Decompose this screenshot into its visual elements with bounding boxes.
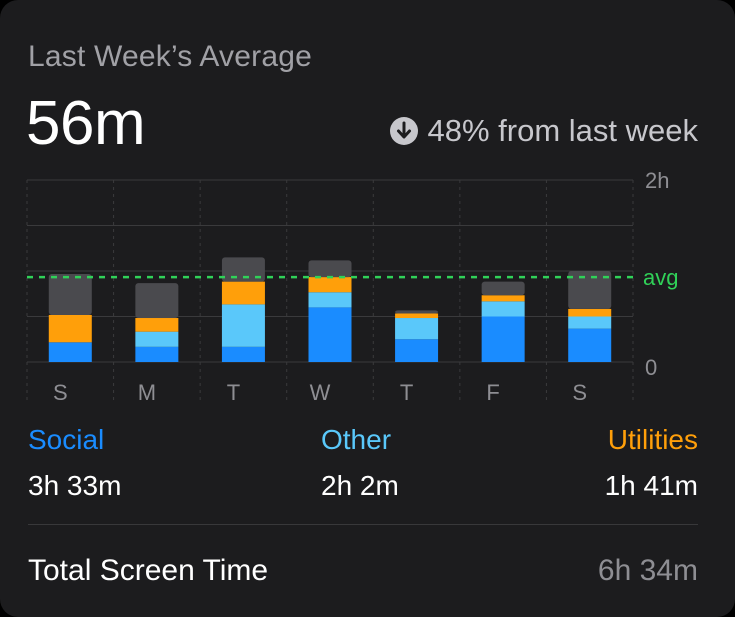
bar-segment-utilities <box>135 318 179 332</box>
legend-other-label: Other <box>321 424 392 455</box>
bar-segment-other <box>568 316 612 329</box>
bar-segment-other <box>221 304 265 347</box>
day-label: F <box>486 380 499 405</box>
change-indicator: 48% from last week <box>389 113 699 149</box>
bar-segment-other <box>481 301 525 317</box>
legend-social: Social 3h 33m <box>28 424 121 502</box>
bar-segment-social <box>481 316 525 362</box>
bar-segment-uncategorized <box>395 310 439 314</box>
bar-segment-uncategorized <box>481 281 525 296</box>
bar-segment-social <box>221 346 265 362</box>
y-tick-label-0: 0 <box>645 355 657 380</box>
bar-segment-uncategorized <box>221 257 265 282</box>
bar-segment-other <box>395 318 439 340</box>
day-label: W <box>310 380 331 405</box>
y-tick-label-avg: avg <box>643 265 678 290</box>
divider <box>28 524 698 525</box>
arrow-down-circle-icon <box>389 117 418 145</box>
legend-utilities: Utilities 1h 41m <box>605 424 698 502</box>
bar-segment-social <box>395 339 439 362</box>
change-text: 48% from last week <box>427 113 699 148</box>
card-title: Last Week’s Average <box>28 40 312 73</box>
bar-segment-other <box>135 331 179 347</box>
bar-segment-social <box>308 307 352 362</box>
bar-segment-utilities <box>221 281 265 305</box>
daily-usage-chart[interactable]: S M T W T F S 2h avg 0 <box>0 0 735 420</box>
day-label: T <box>400 380 413 405</box>
bar-segment-utilities <box>48 314 92 343</box>
bar-segment-uncategorized <box>308 260 352 278</box>
bar-segment-social <box>135 346 179 362</box>
bar-segment-social <box>48 342 92 362</box>
bar-segment-other <box>308 292 352 308</box>
legend-other-value: 2h 2m <box>321 470 399 501</box>
bar-segment-social <box>568 328 612 362</box>
bar-segment-utilities <box>308 277 352 293</box>
bar-segment-utilities <box>481 295 525 302</box>
bar-segment-uncategorized <box>568 271 612 309</box>
day-label: S <box>572 380 587 405</box>
bar-segment-utilities <box>568 308 612 317</box>
bar-segment-uncategorized <box>48 274 92 315</box>
y-tick-label-2h: 2h <box>645 168 669 193</box>
day-label: S <box>53 380 68 405</box>
total-screen-time-value: 6h 34m <box>597 554 698 587</box>
legend-social-value: 3h 33m <box>28 470 122 501</box>
legend-social-label: Social <box>28 424 105 455</box>
average-value: 56m <box>26 89 146 158</box>
bar-segment-uncategorized <box>135 283 179 319</box>
legend-other: Other 2h 2m <box>321 424 399 502</box>
legend-utilities-label: Utilities <box>607 424 698 455</box>
day-label: M <box>138 380 156 405</box>
bar-segment-utilities <box>395 313 439 319</box>
legend-utilities-value: 1h 41m <box>604 470 698 501</box>
total-screen-time-label[interactable]: Total Screen Time <box>28 554 269 587</box>
day-label: T <box>227 380 240 405</box>
